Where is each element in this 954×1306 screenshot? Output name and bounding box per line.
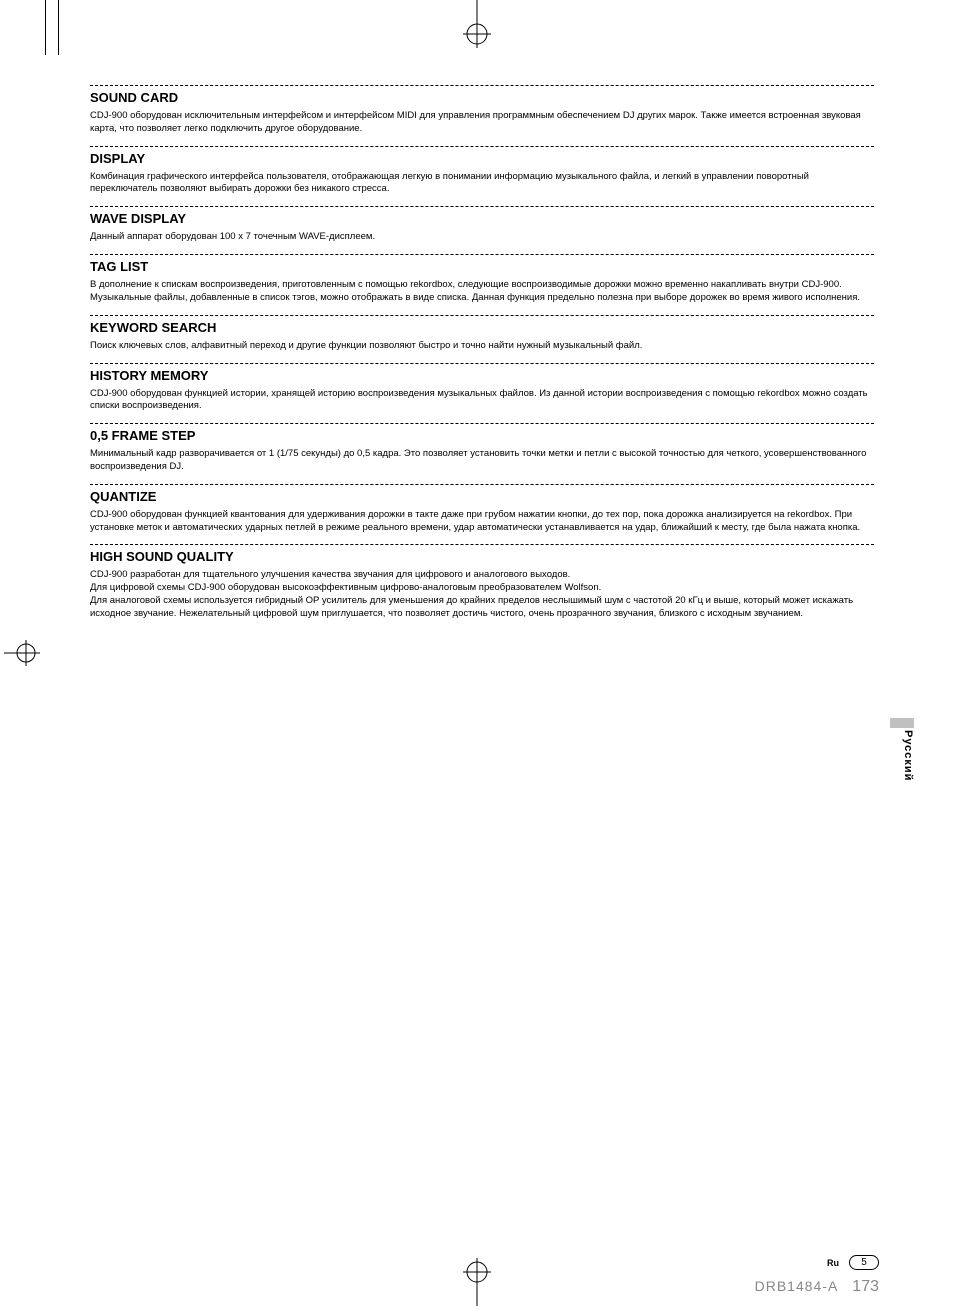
- footer-small: Ru 5: [827, 1255, 879, 1270]
- section-title: DISPLAY: [90, 151, 874, 166]
- footer-code: DRB1484-A: [755, 1278, 839, 1294]
- section-body: CDJ-900 разработан для тщательного улучш…: [90, 569, 874, 620]
- section-body: Поиск ключевых слов, алфавитный переход …: [90, 340, 874, 353]
- section: WAVE DISPLAY Данный аппарат оборудован 10…: [90, 211, 874, 244]
- section-title: HISTORY MEMORY: [90, 368, 874, 383]
- section-body: CDJ-900 оборудован исключительным интерф…: [90, 110, 874, 136]
- section-title: KEYWORD SEARCH: [90, 320, 874, 335]
- section-divider: [90, 315, 874, 316]
- section-title: QUANTIZE: [90, 489, 874, 504]
- section: SOUND CARD CDJ-900 оборудован исключитель…: [90, 90, 874, 136]
- section: QUANTIZE CDJ-900 оборудован функцией кван…: [90, 489, 874, 535]
- section: HIGH SOUND QUALITY CDJ-900 разработан для…: [90, 549, 874, 620]
- section-title: TAG LIST: [90, 259, 874, 274]
- footer-page-small: 5: [849, 1255, 879, 1270]
- section-divider: [90, 146, 874, 147]
- section-title: WAVE DISPLAY: [90, 211, 874, 226]
- section-divider: [90, 484, 874, 485]
- page-content: SOUND CARD CDJ-900 оборудован исключитель…: [0, 0, 954, 1306]
- footer-lang: Ru: [827, 1258, 839, 1268]
- section-body: Данный аппарат оборудован 100 x 7 точечн…: [90, 231, 874, 244]
- section: HISTORY MEMORY CDJ-900 оборудован функцие…: [90, 368, 874, 414]
- section-divider: [90, 423, 874, 424]
- section-body: Комбинация графического интерфейса польз…: [90, 171, 874, 197]
- section-divider: [90, 254, 874, 255]
- section: KEYWORD SEARCH Поиск ключевых слов, алфав…: [90, 320, 874, 353]
- section-divider: [90, 85, 874, 86]
- section-body: В дополнение к спискам воспроизведения, …: [90, 279, 874, 305]
- section-body: CDJ-900 оборудован функцией истории, хра…: [90, 388, 874, 414]
- footer-large: DRB1484-A 173: [755, 1278, 879, 1296]
- section-divider: [90, 544, 874, 545]
- section-divider: [90, 363, 874, 364]
- section: DISPLAY Комбинация графического интерфейс…: [90, 151, 874, 197]
- section-divider: [90, 206, 874, 207]
- section-body: CDJ-900 оборудован функцией квантования …: [90, 509, 874, 535]
- section-title: 0,5 FRAME STEP: [90, 428, 874, 443]
- footer-page-big: 173: [852, 1278, 879, 1296]
- section-title: HIGH SOUND QUALITY: [90, 549, 874, 564]
- section-title: SOUND CARD: [90, 90, 874, 105]
- language-tab: Русский: [902, 730, 914, 781]
- section: TAG LIST В дополнение к спискам воспроизв…: [90, 259, 874, 305]
- side-tab-indicator: [890, 718, 914, 728]
- section-body: Минимальный кадр разворачивается от 1 (1…: [90, 448, 874, 474]
- section: 0,5 FRAME STEP Минимальный кадр разворачи…: [90, 428, 874, 474]
